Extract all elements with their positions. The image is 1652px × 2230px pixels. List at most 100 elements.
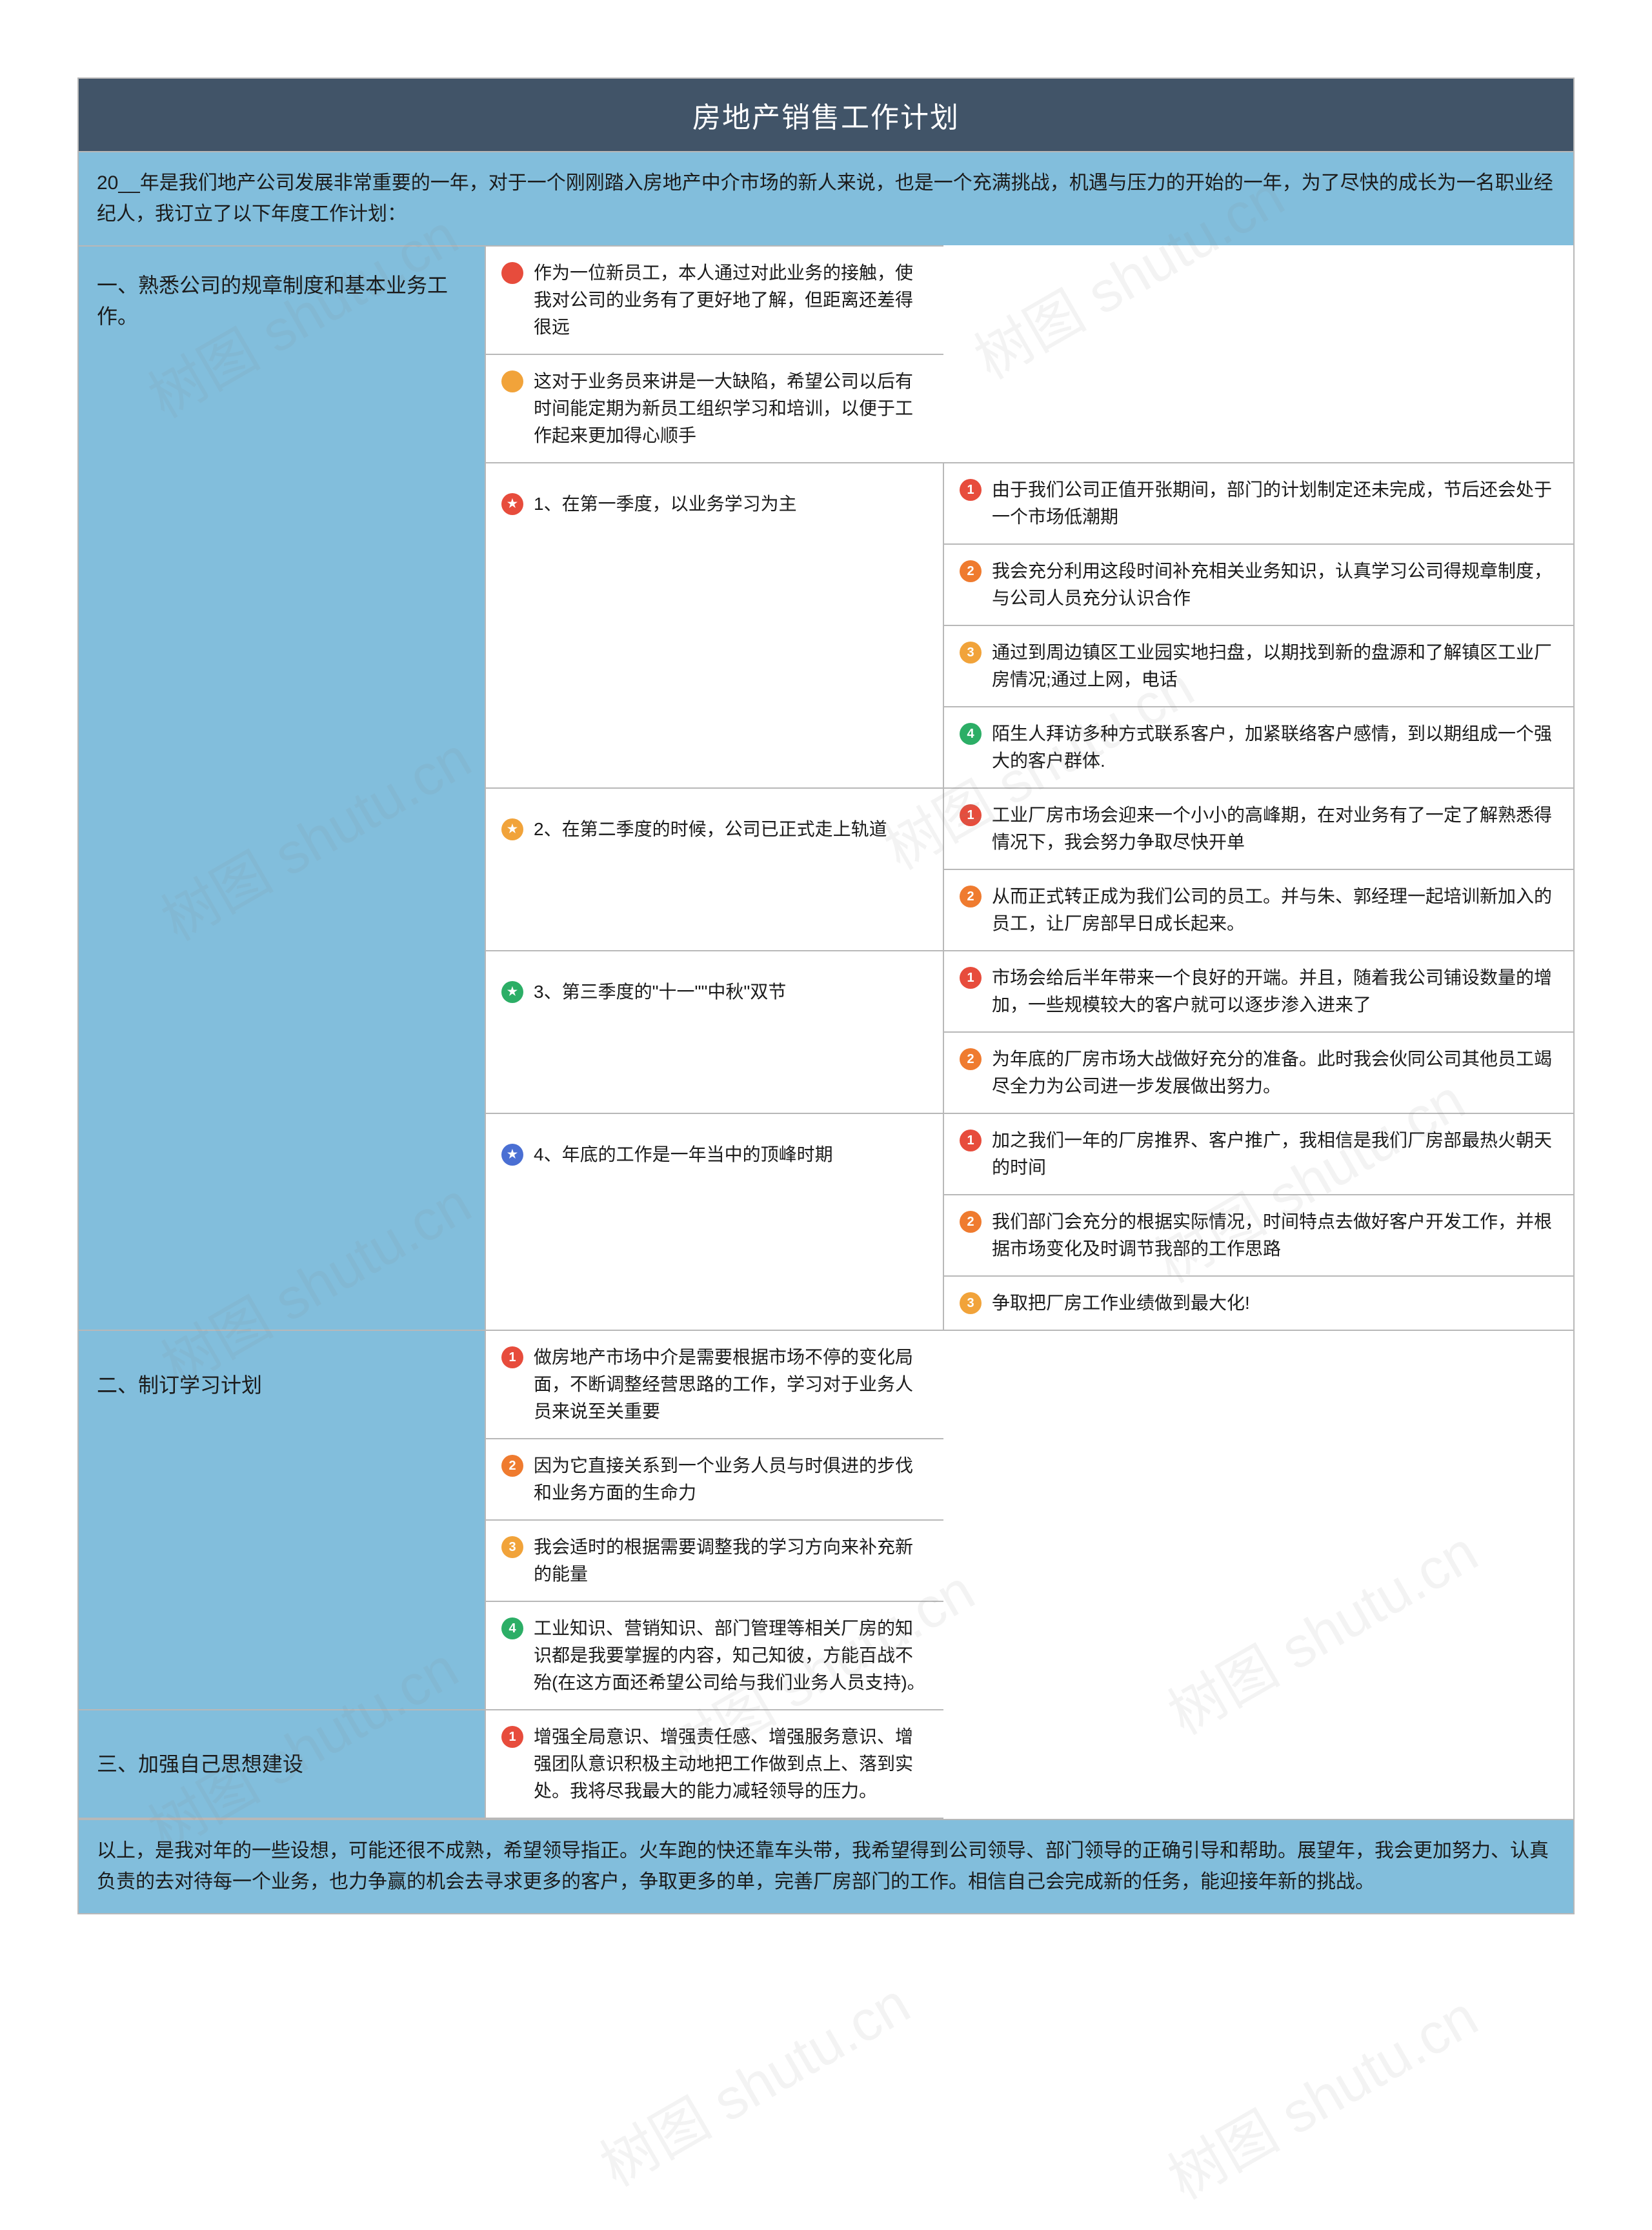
- q2-label: 2、在第二季度的时候，公司已正式走上轨道: [485, 788, 943, 869]
- spacer: [79, 1520, 485, 1601]
- q4-label: 4、年底的工作是一年当中的顶峰时期: [485, 1113, 943, 1195]
- s2-i3: 3我会适时的根据需要调整我的学习方向来补充新的能量: [485, 1520, 943, 1601]
- num-3-icon: 3: [960, 642, 982, 664]
- content-table: 一、熟悉公司的规章制度和基本业务工作。 . 作为一位新员工，本人通过对此业务的接触…: [79, 245, 1573, 1819]
- num-2-icon: 2: [501, 1455, 523, 1477]
- watermark-text: 树图 shutu.cn: [583, 1959, 922, 2202]
- num-2-icon: 2: [960, 886, 982, 907]
- q1-i4: 4陌生人拜访多种方式联系客户，加紧联络客户感情，到以期组成一个强大的客户群体.: [943, 707, 1573, 788]
- text: 为年底的厂房市场大战做好充分的准备。此时我会伙同公司其他员工竭尽全力为公司进一步…: [992, 1046, 1558, 1100]
- watermark-text: 树图 shutu.cn: [1151, 1972, 1490, 2215]
- table-row: . 这对于业务员来讲是一大缺陷，希望公司以后有时间能定期为新员工组织学习和培训，以…: [79, 354, 1573, 463]
- num-4-icon: 4: [501, 1617, 523, 1639]
- star-icon: [501, 1144, 523, 1166]
- q1-i2: 2 我会充分利用这段时间补充相关业务知识，认真学习公司得规章制度，与公司人员充分认…: [943, 544, 1573, 625]
- table-row: 3我会适时的根据需要调整我的学习方向来补充新的能量: [79, 1520, 1573, 1601]
- section-2-label: 二、制订学习计划: [79, 1330, 485, 1439]
- table-row: 4、年底的工作是一年当中的顶峰时期 1 加之我们一年的厂房推界、客户推广，我相信是…: [79, 1113, 1573, 1195]
- table-row: 3争取把厂房工作业绩做到最大化!: [79, 1276, 1573, 1330]
- text: 工业知识、营销知识、部门管理等相关厂房的知识都是我要掌握的内容，知己知彼，方能百…: [534, 1615, 928, 1696]
- q1-i1: 1由于我们公司正值开张期间，部门的计划制定还未完成，节后还会处于一个市场低潮期: [943, 463, 1573, 544]
- table-row: 2从而正式转正成为我们公司的员工。并与朱、郭经理一起培训新加入的员工，让厂房部早…: [79, 869, 1573, 951]
- spacer: [79, 1032, 485, 1113]
- spacer: [79, 1439, 485, 1520]
- q3-label: 3、第三季度的"十一""中秋"双节: [485, 951, 943, 1032]
- text: 3、第三季度的"十一""中秋"双节: [534, 978, 927, 1006]
- amber-dot-icon: .: [501, 370, 523, 392]
- text: 由于我们公司正值开张期间，部门的计划制定还未完成，节后还会处于一个市场低潮期: [992, 476, 1558, 531]
- q3-i1: 1 市场会给后半年带来一个良好的开端。并且，随着我公司铺设数量的增加，一些规模较大…: [943, 951, 1573, 1032]
- s1-plain-2: . 这对于业务员来讲是一大缺陷，希望公司以后有时间能定期为新员工组织学习和培训，以…: [485, 354, 943, 463]
- spacer: [79, 463, 485, 544]
- num-2-icon: 2: [960, 1211, 982, 1233]
- section-1-label-cont: [79, 354, 485, 463]
- section-1-label: 一、熟悉公司的规章制度和基本业务工作。: [79, 246, 485, 354]
- spacer: [79, 707, 485, 788]
- spacer: [485, 1276, 943, 1330]
- text: 做房地产市场中介是需要根据市场不停的变化局面，不断调整经营思路的工作，学习对于业…: [534, 1344, 928, 1425]
- text: 增强全局意识、增强责任感、增强服务意识、增强团队意识积极主动地把工作做到点上、落…: [534, 1723, 928, 1805]
- spacer: [79, 788, 485, 869]
- text: 市场会给后半年带来一个良好的开端。并且，随着我公司铺设数量的增加，一些规模较大的…: [992, 964, 1558, 1019]
- text: 我会充分利用这段时间补充相关业务知识，认真学习公司得规章制度，与公司人员充分认识…: [992, 558, 1558, 612]
- table-row: 2、在第二季度的时候，公司已正式走上轨道 1 工业厂房市场会迎来一个小小的高峰期，…: [79, 788, 1573, 869]
- text: 作为一位新员工，本人通过对此业务的接触，使我对公司的业务有了更好地了解，但距离还…: [534, 259, 928, 341]
- text: 这对于业务员来讲是一大缺陷，希望公司以后有时间能定期为新员工组织学习和培训，以便…: [534, 368, 928, 449]
- table-row: 2 因为它直接关系到一个业务人员与时俱进的步伐和业务方面的生命力: [79, 1439, 1573, 1520]
- section-3-label: 三、加强自己思想建设: [79, 1710, 485, 1818]
- table-row: 4陌生人拜访多种方式联系客户，加紧联络客户感情，到以期组成一个强大的客户群体.: [79, 707, 1573, 788]
- text: 加之我们一年的厂房推界、客户推广，我相信是我们厂房部最热火朝天的时间: [992, 1127, 1558, 1181]
- spacer: [485, 1032, 943, 1113]
- spacer: [79, 951, 485, 1032]
- text: 我会适时的根据需要调整我的学习方向来补充新的能量: [534, 1534, 928, 1588]
- spacer: [79, 1276, 485, 1330]
- num-1-icon: 1: [960, 804, 982, 826]
- intro-text: 20__年是我们地产公司发展非常重要的一年，对于一个刚刚踏入房地产中介市场的新人…: [79, 151, 1573, 245]
- spacer: [485, 1195, 943, 1276]
- num-2-icon: 2: [960, 1048, 982, 1070]
- table-row: 2 我会充分利用这段时间补充相关业务知识，认真学习公司得规章制度，与公司人员充分认…: [79, 544, 1573, 625]
- table-row: 一、熟悉公司的规章制度和基本业务工作。 . 作为一位新员工，本人通过对此业务的接触…: [79, 246, 1573, 354]
- spacer: [79, 544, 485, 625]
- num-2-icon: 2: [960, 560, 982, 582]
- q1-label: 1、在第一季度，以业务学习为主: [485, 463, 943, 544]
- spacer: [485, 869, 943, 951]
- red-dot-icon: .: [501, 262, 523, 284]
- s1-plain-1: . 作为一位新员工，本人通过对此业务的接触，使我对公司的业务有了更好地了解，但距离…: [485, 246, 943, 354]
- spacer: [485, 707, 943, 788]
- q3-i2: 2 为年底的厂房市场大战做好充分的准备。此时我会伙同公司其他员工竭尽全力为公司进一…: [943, 1032, 1573, 1113]
- table-row: 4 工业知识、营销知识、部门管理等相关厂房的知识都是我要掌握的内容，知己知彼，方能…: [79, 1601, 1573, 1710]
- star-icon: [501, 493, 523, 515]
- spacer: [79, 1195, 485, 1276]
- text: 争取把厂房工作业绩做到最大化!: [992, 1290, 1558, 1317]
- text: 通过到周边镇区工业园实地扫盘，以期找到新的盘源和了解镇区工业厂房情况;通过上网，…: [992, 639, 1558, 693]
- q2-i1: 1 工业厂房市场会迎来一个小小的高峰期，在对业务有了一定了解熟悉得情况下，我会努力…: [943, 788, 1573, 869]
- num-1-icon: 1: [501, 1726, 523, 1748]
- num-4-icon: 4: [960, 723, 982, 745]
- table-row: 三、加强自己思想建设 1 增强全局意识、增强责任感、增强服务意识、增强团队意识积极…: [79, 1710, 1573, 1818]
- text: 4、年底的工作是一年当中的顶峰时期: [534, 1141, 927, 1168]
- table-row: 2 我们部门会充分的根据实际情况，时间特点去做好客户开发工作，并根据市场变化及时调…: [79, 1195, 1573, 1276]
- page-title: 房地产销售工作计划: [79, 79, 1573, 151]
- num-1-icon: 1: [960, 1130, 982, 1151]
- table-row: 1、在第一季度，以业务学习为主 1由于我们公司正值开张期间，部门的计划制定还未完…: [79, 463, 1573, 544]
- spacer: [485, 625, 943, 707]
- num-1-icon: 1: [960, 967, 982, 989]
- q1-i3: 3 通过到周边镇区工业园实地扫盘，以期找到新的盘源和了解镇区工业厂房情况;通过上网…: [943, 625, 1573, 707]
- s2-i4: 4 工业知识、营销知识、部门管理等相关厂房的知识都是我要掌握的内容，知己知彼，方能…: [485, 1601, 943, 1710]
- star-icon: [501, 981, 523, 1003]
- s3-i1: 1 增强全局意识、增强责任感、增强服务意识、增强团队意识积极主动地把工作做到点上、…: [485, 1710, 943, 1818]
- text: 2、在第二季度的时候，公司已正式走上轨道: [534, 816, 927, 843]
- q4-i2: 2 我们部门会充分的根据实际情况，时间特点去做好客户开发工作，并根据市场变化及时调…: [943, 1195, 1573, 1276]
- table-row: 3 通过到周边镇区工业园实地扫盘，以期找到新的盘源和了解镇区工业厂房情况;通过上网…: [79, 625, 1573, 707]
- text: 工业厂房市场会迎来一个小小的高峰期，在对业务有了一定了解熟悉得情况下，我会努力争…: [992, 802, 1558, 856]
- text: 我们部门会充分的根据实际情况，时间特点去做好客户开发工作，并根据市场变化及时调节…: [992, 1208, 1558, 1262]
- table-row: 2 为年底的厂房市场大战做好充分的准备。此时我会伙同公司其他员工竭尽全力为公司进一…: [79, 1032, 1573, 1113]
- q4-i3: 3争取把厂房工作业绩做到最大化!: [943, 1276, 1573, 1330]
- s2-i1: 1做房地产市场中介是需要根据市场不停的变化局面，不断调整经营思路的工作，学习对于…: [485, 1330, 943, 1439]
- star-icon: [501, 818, 523, 840]
- s2-i2: 2 因为它直接关系到一个业务人员与时俱进的步伐和业务方面的生命力: [485, 1439, 943, 1520]
- table-row: 3、第三季度的"十一""中秋"双节 1 市场会给后半年带来一个良好的开端。并且，随…: [79, 951, 1573, 1032]
- outro-text: 以上，是我对年的一些设想，可能还很不成熟，希望领导指正。火车跑的快还靠车头带，我…: [79, 1819, 1573, 1913]
- text: 因为它直接关系到一个业务人员与时俱进的步伐和业务方面的生命力: [534, 1452, 928, 1506]
